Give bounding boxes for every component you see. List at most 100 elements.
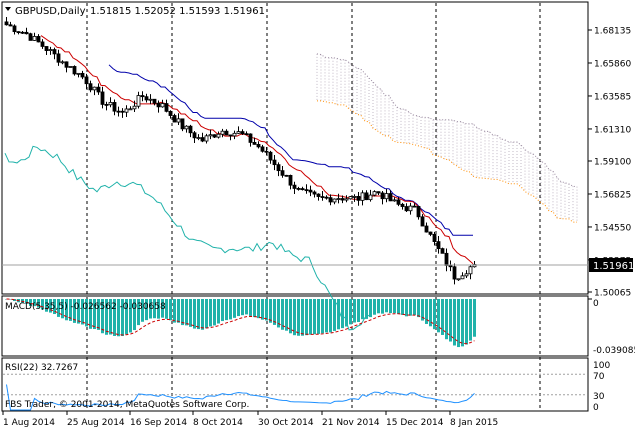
macd-histogram-bar [113, 299, 116, 336]
macd-histogram-bar [145, 299, 148, 321]
bid-price-marker: 1.51961 [589, 258, 634, 272]
candle-body [224, 130, 229, 136]
macd-histogram-bar [373, 299, 376, 315]
candle-body [452, 266, 457, 280]
date-tick-label: 1 Aug 2014 [3, 418, 55, 428]
candle-body [340, 198, 345, 201]
macd-histogram-bar [317, 299, 320, 334]
macd-histogram-bar [257, 299, 260, 319]
macd-histogram-bar [101, 299, 104, 334]
macd-histogram-bar [393, 299, 396, 314]
rsi-axis-0: 0 [593, 403, 599, 413]
price-tick-label: 1.54550 [594, 223, 631, 233]
date-tick-label: 16 Sep 2014 [130, 418, 187, 428]
candle-body [236, 131, 241, 134]
candle-body [296, 188, 301, 190]
macd-histogram-bar [213, 299, 216, 326]
macd-histogram-bar [349, 299, 352, 325]
candle-body [448, 265, 453, 268]
price-tick-label: 1.61310 [594, 125, 631, 135]
candle-body [180, 118, 185, 130]
candle-body [160, 103, 165, 108]
macd-histogram-bar [97, 299, 100, 330]
candle-body [40, 41, 45, 47]
macd-histogram-bar [185, 299, 188, 326]
candle-body [84, 76, 89, 85]
macd-histogram-bar [9, 299, 12, 300]
macd-histogram-bar [77, 299, 80, 324]
macd-histogram-bar [169, 299, 172, 321]
candle-body [68, 66, 73, 68]
candle-body [64, 61, 69, 68]
macd-histogram-bar [37, 299, 40, 308]
macd-histogram-bar [313, 299, 316, 335]
candle-body [300, 188, 305, 191]
macd-histogram-bar [461, 299, 464, 347]
candle-body [292, 184, 297, 189]
macd-histogram-bar [441, 299, 444, 335]
candle-body [464, 273, 469, 277]
candle-body [328, 197, 333, 203]
candle-body [364, 192, 369, 201]
symbol-label: GBPUSD,Daily [15, 6, 86, 17]
macd-histogram-bar [49, 299, 52, 313]
candle-body [404, 206, 409, 212]
macd-histogram-bar [149, 299, 152, 319]
macd-histogram-bar [61, 299, 64, 319]
candle-body [368, 194, 373, 201]
macd-histogram-bar [417, 299, 420, 318]
macd-histogram-bar [425, 299, 428, 324]
macd-histogram-bar [157, 299, 160, 319]
macd-histogram-bar [153, 299, 156, 319]
candle-body [208, 134, 213, 137]
price-tick-label: 1.56825 [594, 190, 631, 200]
candle-body [48, 49, 53, 51]
macd-histogram-bar [273, 299, 276, 325]
macd-histogram-bar [421, 299, 424, 321]
macd-histogram-bar [141, 299, 144, 322]
candle-body [172, 115, 177, 123]
candle-body [356, 196, 361, 201]
candle-body [408, 205, 413, 212]
candle-body [120, 110, 125, 113]
macd-histogram-bar [57, 299, 60, 317]
macd-histogram-bar [437, 299, 440, 333]
candle-body [316, 193, 321, 197]
candle-body [288, 174, 293, 186]
macd-histogram-bar [337, 299, 340, 330]
macd-histogram-bar [249, 299, 252, 316]
candle-body [384, 193, 389, 200]
candle-body [440, 248, 445, 254]
candle-body [252, 142, 257, 145]
candle-body [8, 24, 13, 27]
macd-indicator [5, 298, 592, 348]
date-tick-label: 21 Nov 2014 [322, 418, 380, 428]
macd-histogram-bar [29, 299, 32, 306]
main-price-pane[interactable] [1, 1, 589, 295]
macd-histogram-bar [285, 299, 288, 331]
macd-histogram-bar [229, 299, 232, 320]
candle-body [392, 199, 397, 202]
candle-body [196, 137, 201, 139]
candle-body [200, 137, 205, 142]
rsi-line [6, 384, 475, 411]
macd-histogram-bar [369, 299, 372, 318]
candle-body [432, 233, 437, 242]
candle-body [12, 25, 17, 33]
macd-histogram-bar [181, 299, 184, 326]
candle-body [140, 95, 145, 98]
dropdown-triangle-icon[interactable] [5, 7, 11, 11]
macd-histogram-bar [109, 299, 112, 335]
candle-body [132, 105, 137, 110]
rsi-axis-100: 100 [593, 361, 610, 371]
rsi-indicator [3, 373, 587, 411]
candle-body [32, 36, 37, 41]
candle-body [220, 130, 225, 135]
macd-histogram-bar [193, 299, 196, 329]
candle-body [164, 103, 169, 112]
date-tick-label: 8 Jan 2015 [450, 418, 498, 428]
senkou-span-a-line [317, 100, 577, 223]
candle-body [416, 206, 421, 218]
